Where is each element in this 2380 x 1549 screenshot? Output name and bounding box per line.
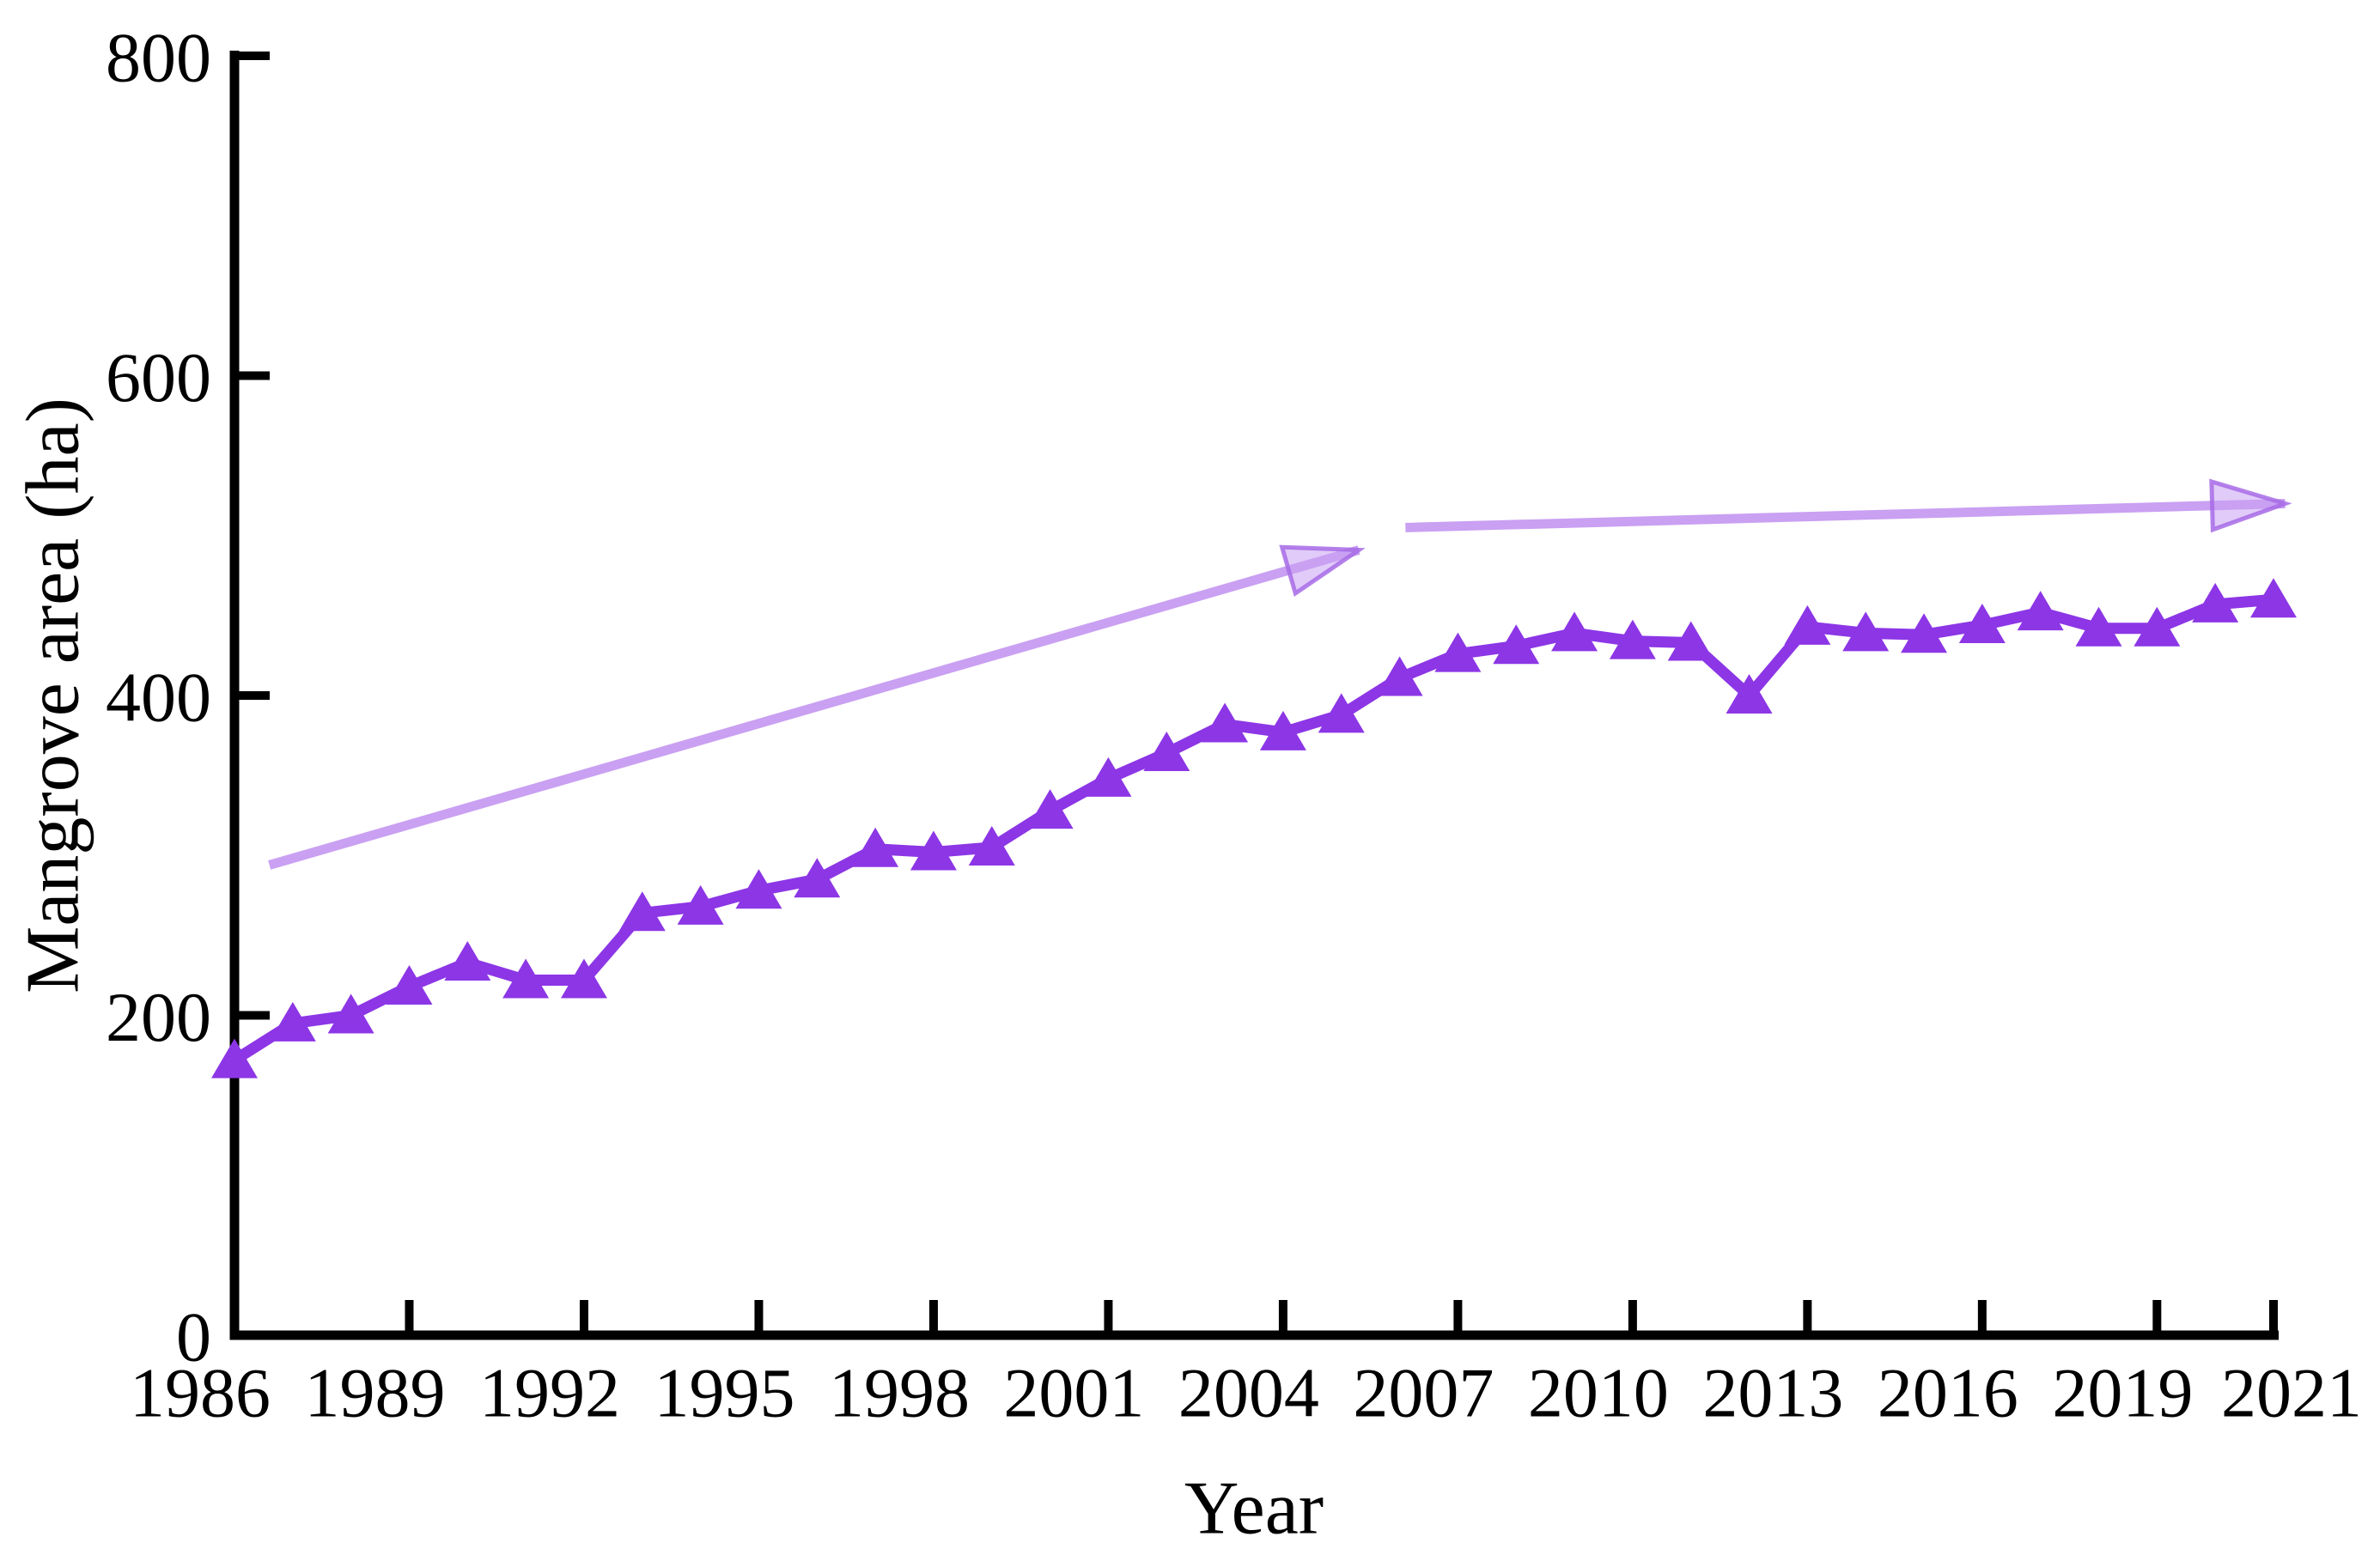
data-point-marker <box>618 891 666 932</box>
data-point-marker <box>2250 578 2297 618</box>
y-tick-label: 600 <box>106 338 211 416</box>
data-point-marker <box>1259 710 1306 750</box>
data-point-marker <box>386 964 433 1005</box>
data-point-marker <box>1493 624 1540 665</box>
axes <box>229 51 2279 1340</box>
data-point-marker <box>2075 606 2122 647</box>
data-point-marker <box>1551 611 1598 652</box>
trend-line <box>1405 499 2286 532</box>
x-tick-label: 1992 <box>479 1354 620 1432</box>
data-point-marker <box>1202 702 1249 743</box>
x-tick-label: 2016 <box>1878 1354 2018 1432</box>
x-tick-label: 2010 <box>1528 1354 1669 1432</box>
data-point-marker <box>852 827 899 867</box>
data-point-marker <box>677 884 724 925</box>
data-point-marker <box>560 958 607 999</box>
data-point-marker <box>444 941 491 981</box>
y-tick-label: 0 <box>176 1298 211 1376</box>
x-tick-label: 2007 <box>1353 1354 1494 1432</box>
data-point-marker <box>910 830 957 871</box>
x-tick-label: 2004 <box>1178 1354 1319 1432</box>
y-tick-label: 200 <box>106 978 211 1056</box>
x-tick-label: 1986 <box>130 1354 271 1432</box>
data-point-marker <box>1318 693 1365 733</box>
data-point-marker <box>1667 621 1714 661</box>
data-point-marker <box>269 1001 316 1042</box>
x-tick-label: 1995 <box>654 1354 794 1432</box>
data-point-marker <box>1434 632 1482 672</box>
x-axis-title: Year <box>1184 1467 1324 1549</box>
data-point-marker <box>2017 591 2064 631</box>
data-point-marker <box>968 825 1015 866</box>
x-tick-label: 2001 <box>1003 1354 1144 1432</box>
data-point-marker <box>2133 606 2181 647</box>
y-tick-label: 800 <box>106 19 211 97</box>
data-point-marker <box>1026 789 1074 829</box>
data-point-marker <box>1958 604 2006 644</box>
data-point-marker <box>1842 611 1890 652</box>
data-point-marker <box>1726 674 1773 714</box>
x-tick-label: 1989 <box>304 1354 445 1432</box>
data-point-marker <box>794 858 841 898</box>
data-point-marker <box>735 869 782 909</box>
data-point-marker <box>327 993 374 1034</box>
trend-line <box>268 545 1360 870</box>
data-point-marker <box>211 1038 258 1078</box>
data-point-marker <box>1376 656 1423 696</box>
trend-arrow-2006-2021 <box>1405 478 2292 533</box>
x-tick-label: 2019 <box>2052 1354 2193 1432</box>
y-tick-label: 400 <box>106 659 211 737</box>
data-point-marker <box>2192 582 2239 623</box>
arrow-head-icon <box>1279 544 1366 598</box>
arrow-head-icon <box>2209 478 2292 533</box>
data-point-marker <box>502 958 550 999</box>
data-point-marker <box>1609 619 1656 659</box>
data-point-marker <box>1784 604 1831 645</box>
data-point-marker <box>1085 756 1132 797</box>
x-tick-label: 1998 <box>829 1354 970 1432</box>
x-tick-label: 2013 <box>1702 1354 1843 1432</box>
trend-arrow-1986-2005 <box>268 544 1366 870</box>
chart-generated-layer: 0 200 400 600 800 1986 1989 1992 1995 1998 2001 200… <box>106 19 2362 1432</box>
x-tick-label: 2021 <box>2221 1354 2362 1432</box>
y-axis-title: Mangrove area (ha) <box>12 398 95 993</box>
data-point-marker <box>1901 613 1948 653</box>
data-point-marker <box>1143 732 1190 772</box>
